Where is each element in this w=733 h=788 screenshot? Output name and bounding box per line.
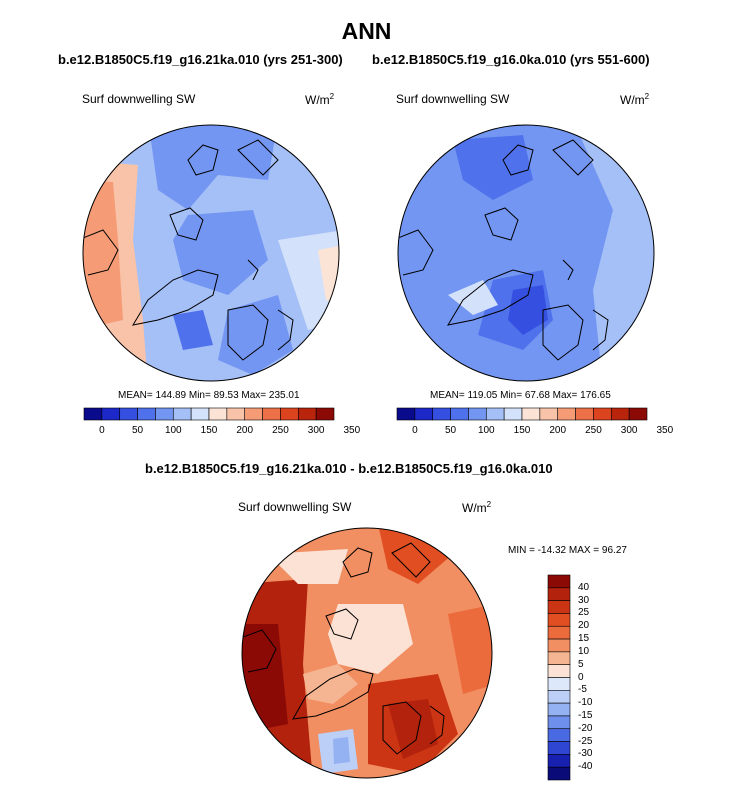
panel1-colorbar-tick-label: 150 bbox=[200, 425, 218, 436]
panel1-colorbar-tick-label: 250 bbox=[272, 425, 289, 436]
diff-colorbar-tick-label: 30 bbox=[578, 594, 590, 606]
panel1-colorbar-swatch bbox=[280, 407, 299, 421]
panel1-colorbar-tick-label: 350 bbox=[343, 425, 361, 436]
panel1-colorbar-swatch bbox=[101, 407, 121, 421]
panel1-colorbar-tick-label: 0 bbox=[99, 425, 105, 436]
panel2-colorbar-swatch bbox=[539, 407, 559, 421]
diff-colorbar-tick-label: -40 bbox=[578, 761, 593, 773]
panel1-colorbar-swatch bbox=[297, 407, 317, 421]
panel1-map bbox=[82, 124, 340, 382]
figure-title: ANN bbox=[341, 18, 392, 44]
diff-colorbar-swatch bbox=[547, 741, 571, 755]
panel1-colorbar-tick-label: 200 bbox=[236, 425, 254, 436]
diff-colorbar-swatch bbox=[547, 690, 571, 704]
diff-units: W/m2 bbox=[462, 500, 492, 515]
panel1-units: W/m2 bbox=[305, 92, 335, 107]
panel1-colorbar-swatch bbox=[315, 407, 335, 421]
panel1-colorbar-swatch bbox=[83, 407, 103, 421]
diff-colorbar-tick-label: -10 bbox=[578, 697, 593, 709]
diff-colorbar-tick-label: -25 bbox=[578, 735, 593, 747]
diff-map bbox=[241, 527, 493, 779]
diff-colorbar-tick-label: 10 bbox=[578, 645, 590, 657]
diff-stats: MIN = -14.32 MAX = 96.27 bbox=[508, 545, 627, 556]
diff-colorbar-tick-label: -20 bbox=[578, 722, 593, 734]
panel2-colorbar-swatch bbox=[468, 407, 487, 421]
panel2-variable-label: Surf downwelling SW bbox=[396, 92, 510, 106]
panel2-colorbar-swatch bbox=[450, 407, 469, 421]
panel1-colorbar-swatch bbox=[137, 407, 156, 421]
diff-colorbar-swatch bbox=[547, 664, 571, 678]
panel2-units: W/m2 bbox=[620, 92, 650, 107]
diff-colorbar-tick-label: 0 bbox=[578, 671, 584, 683]
panel2-colorbar-swatch bbox=[575, 407, 594, 421]
diff-colorbar-tick-label: 15 bbox=[578, 633, 590, 645]
panel2-colorbar-tick-label: 350 bbox=[656, 425, 674, 436]
diff-colorbar-tick-label: 40 bbox=[578, 581, 590, 593]
diff-colorbar-tick-label: 5 bbox=[578, 658, 584, 670]
panel1-colorbar-swatch bbox=[208, 407, 228, 421]
panel1-variable-label: Surf downwelling SW bbox=[82, 92, 196, 106]
panel1-colorbar-swatch bbox=[155, 407, 174, 421]
panel2-colorbar-tick-label: 150 bbox=[513, 425, 531, 436]
panel2-colorbar-tick-label: 200 bbox=[549, 425, 567, 436]
panel1-colorbar-tick-label: 50 bbox=[132, 425, 144, 436]
panel1-colorbar-swatch bbox=[119, 407, 138, 421]
diff-colorbar-swatch bbox=[547, 587, 571, 601]
panel2-colorbar-swatch bbox=[503, 407, 523, 421]
panel2-map bbox=[397, 124, 655, 382]
panel2-case-label: b.e12.B1850C5.f19_g16.0ka.010 (yrs 551-6… bbox=[372, 52, 650, 67]
diff-colorbar-swatch bbox=[547, 638, 571, 653]
panel1-colorbar-swatch bbox=[190, 407, 210, 421]
diff-colorbar-tick-label: -30 bbox=[578, 748, 593, 760]
panel1-colorbar bbox=[83, 407, 335, 421]
panel2-colorbar-swatch bbox=[610, 407, 630, 421]
panel1-colorbar-swatch bbox=[262, 407, 281, 421]
diff-colorbar-tick-label: -5 bbox=[578, 684, 587, 696]
diff-colorbar-swatch bbox=[547, 600, 571, 614]
panel2-colorbar bbox=[396, 407, 648, 421]
diff-colorbar bbox=[547, 574, 571, 781]
panel2-colorbar-swatch bbox=[485, 407, 505, 421]
panel1-colorbar-tick-label: 300 bbox=[307, 425, 325, 436]
diff-colorbar-tick-label: -15 bbox=[578, 709, 593, 721]
panel2-colorbar-swatch bbox=[628, 407, 648, 421]
panel2-colorbar-swatch bbox=[432, 407, 451, 421]
panel2-colorbar-swatch bbox=[521, 407, 541, 421]
diff-colorbar-swatch bbox=[547, 728, 571, 742]
panel1-colorbar-tick-label: 100 bbox=[164, 425, 182, 436]
panel2-colorbar-tick-label: 100 bbox=[477, 425, 495, 436]
diff-colorbar-swatch bbox=[547, 766, 571, 781]
diff-colorbar-swatch bbox=[547, 574, 571, 589]
diff-colorbar-swatch bbox=[547, 651, 571, 665]
panel2-colorbar-swatch bbox=[593, 407, 612, 421]
diff-variable-label: Surf downwelling SW bbox=[238, 500, 352, 514]
diff-case-label: b.e12.B1850C5.f19_g16.21ka.010 - b.e12.B… bbox=[145, 461, 553, 476]
panel1-colorbar-swatch bbox=[244, 407, 263, 421]
panel1-colorbar-swatch bbox=[172, 407, 192, 421]
panel1-stats: MEAN= 144.89 Min= 89.53 Max= 235.01 bbox=[118, 390, 300, 401]
diff-colorbar-swatch bbox=[547, 677, 571, 691]
panel2-colorbar-tick-label: 0 bbox=[412, 425, 418, 436]
diff-colorbar-tick-label: 20 bbox=[578, 620, 590, 632]
panel1-case-label: b.e12.B1850C5.f19_g16.21ka.010 (yrs 251-… bbox=[58, 52, 343, 67]
panel2-colorbar-swatch bbox=[396, 407, 416, 421]
panel2-colorbar-tick-label: 50 bbox=[445, 425, 457, 436]
diff-colorbar-swatch bbox=[547, 754, 571, 768]
diff-colorbar-swatch bbox=[547, 702, 571, 717]
panel2-stats: MEAN= 119.05 Min= 67.68 Max= 176.65 bbox=[430, 390, 611, 401]
panel2-colorbar-swatch bbox=[557, 407, 576, 421]
panel2-colorbar-tick-label: 300 bbox=[620, 425, 638, 436]
diff-colorbar-swatch bbox=[547, 715, 571, 730]
panel2-colorbar-swatch bbox=[414, 407, 434, 421]
panel2-colorbar-tick-label: 250 bbox=[585, 425, 602, 436]
diff-colorbar-swatch bbox=[547, 613, 571, 627]
diff-colorbar-swatch bbox=[547, 625, 571, 640]
diff-colorbar-tick-label: 25 bbox=[578, 607, 590, 619]
panel1-colorbar-swatch bbox=[226, 407, 246, 421]
